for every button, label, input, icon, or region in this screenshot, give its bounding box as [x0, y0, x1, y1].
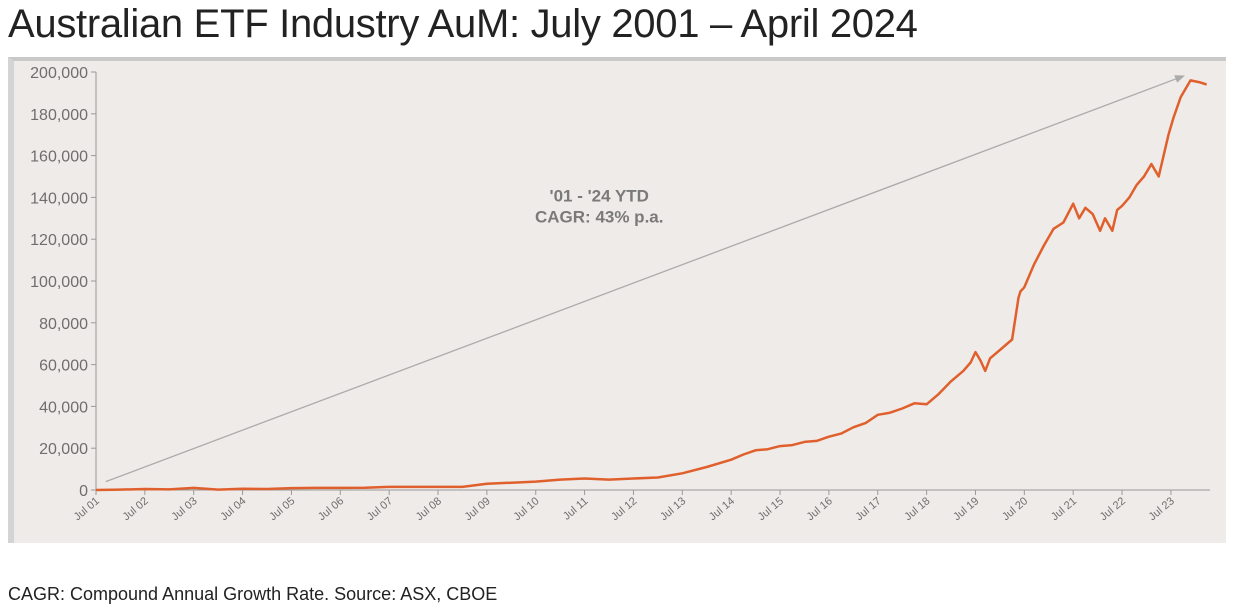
aum-line-chart: 0 20,000 40,000 60,000 80,000 100,000 120,000 1…: [30, 65, 1210, 523]
y-tick-label: 160,000: [30, 149, 88, 166]
x-tick-label: Jul 06: [316, 495, 346, 523]
y-tick-label: 200,000: [30, 65, 88, 82]
x-tick-label: Jul 21: [1049, 495, 1079, 523]
aum-series-line: [95, 79, 1207, 492]
annotation-period: '01 - '24 YTD: [550, 187, 649, 206]
cagr-trend-arrow: [105, 75, 1185, 483]
chart-background: [8, 57, 1226, 543]
y-tick-label: 180,000: [30, 107, 88, 124]
x-tick-label: Jul 11: [561, 495, 591, 523]
x-tick-label: Jul 18: [902, 495, 932, 523]
x-tick-label: Jul 03: [169, 495, 199, 523]
page-title: Australian ETF Industry AuM: July 2001 –…: [8, 2, 918, 46]
y-tick-label: 80,000: [39, 316, 88, 333]
x-tick-label: Jul 16: [805, 495, 835, 523]
x-tick-label: Jul 23: [1147, 495, 1177, 523]
x-tick-label: Jul 09: [463, 495, 493, 523]
x-tick-label: Jul 15: [756, 495, 786, 523]
source-footnote: CAGR: Compound Annual Growth Rate. Sourc…: [8, 584, 498, 604]
x-tick-label: Jul 20: [1000, 495, 1030, 523]
x-tick-label: Jul 19: [951, 495, 981, 523]
axes: 0 20,000 40,000 60,000 80,000 100,000 120,000 1…: [30, 65, 1210, 523]
cagr-arrow-line: [105, 75, 1185, 483]
x-tick-label: Jul 12: [609, 495, 639, 523]
y-tick-label: 140,000: [30, 190, 88, 207]
x-tick-label: Jul 07: [365, 495, 395, 523]
x-tick-label: Jul 02: [121, 495, 151, 523]
y-tick-label: 120,000: [30, 232, 88, 249]
y-tick-label: 60,000: [39, 358, 88, 375]
y-tick-label: 40,000: [39, 399, 88, 416]
x-tick-label: Jul 17: [853, 495, 883, 523]
y-tick-label: 0: [79, 483, 88, 500]
x-tick-label: Jul 22: [1098, 495, 1128, 523]
x-tick-label: Jul 13: [658, 495, 688, 523]
y-tick-label: 100,000: [30, 274, 88, 291]
x-tick-label: Jul 08: [414, 495, 444, 523]
series-layer: [95, 79, 1207, 492]
y-tick-label: 20,000: [39, 441, 88, 458]
x-tick-label: Jul 05: [267, 495, 297, 523]
x-tick-label: Jul 04: [218, 495, 248, 523]
annotation-cagr: CAGR: 43% p.a.: [535, 207, 663, 226]
x-tick-label: Jul 10: [511, 495, 541, 523]
x-tick-label: Jul 14: [707, 495, 737, 523]
